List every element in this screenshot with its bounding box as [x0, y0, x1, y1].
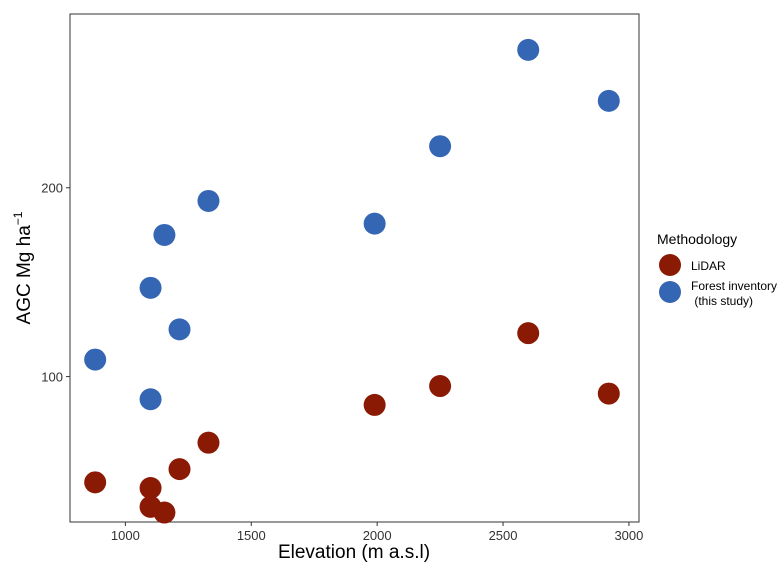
legend-key-forest-inventory: [659, 281, 681, 303]
y-tick-label: 100: [41, 370, 63, 385]
x-axis-title: Elevation (m a.s.l): [278, 542, 430, 563]
point-forest-inventory: [139, 276, 162, 299]
y-axis-title: AGC Mg ha−1: [11, 211, 35, 324]
x-tick-label: 1000: [111, 528, 140, 543]
point-forest-inventory: [153, 223, 176, 246]
point-lidar: [517, 322, 540, 345]
x-tick-label: 3000: [614, 528, 643, 543]
legend-label-lidar: LiDAR: [691, 259, 726, 273]
point-lidar: [197, 431, 220, 454]
point-lidar: [168, 458, 191, 481]
point-lidar: [429, 375, 452, 398]
y-tick-label: 200: [41, 181, 63, 196]
y-axis-title-exponent: −1: [11, 211, 25, 225]
legend-title: Methodology: [657, 231, 737, 247]
point-forest-inventory: [139, 388, 162, 411]
data-points: [84, 38, 620, 524]
point-lidar: [597, 382, 620, 405]
y-axis-title-main: AGC Mg ha: [14, 225, 35, 325]
point-lidar: [84, 471, 107, 494]
point-forest-inventory: [84, 348, 107, 371]
y-axis: 100 200: [41, 181, 70, 385]
point-forest-inventory: [363, 212, 386, 235]
point-lidar: [363, 393, 386, 416]
plot-panel: [69, 13, 640, 523]
point-forest-inventory: [429, 135, 452, 158]
point-forest-inventory: [168, 318, 191, 341]
x-axis: 1000 1500 2000 2500 3000: [111, 522, 643, 543]
point-forest-inventory: [597, 89, 620, 112]
legend-label-forest-inventory: Forest inventory: [691, 279, 777, 293]
point-forest-inventory: [517, 38, 540, 61]
x-tick-label: 1500: [237, 528, 266, 543]
legend: Methodology LiDAR Forest inventory (this…: [657, 231, 777, 308]
point-lidar: [139, 477, 162, 500]
x-tick-label: 2000: [363, 528, 392, 543]
point-lidar: [153, 501, 176, 524]
point-forest-inventory: [197, 189, 220, 212]
legend-label-forest-inventory-line2: (this study): [691, 294, 753, 308]
legend-key-lidar: [659, 254, 681, 276]
x-tick-label: 2500: [489, 528, 518, 543]
